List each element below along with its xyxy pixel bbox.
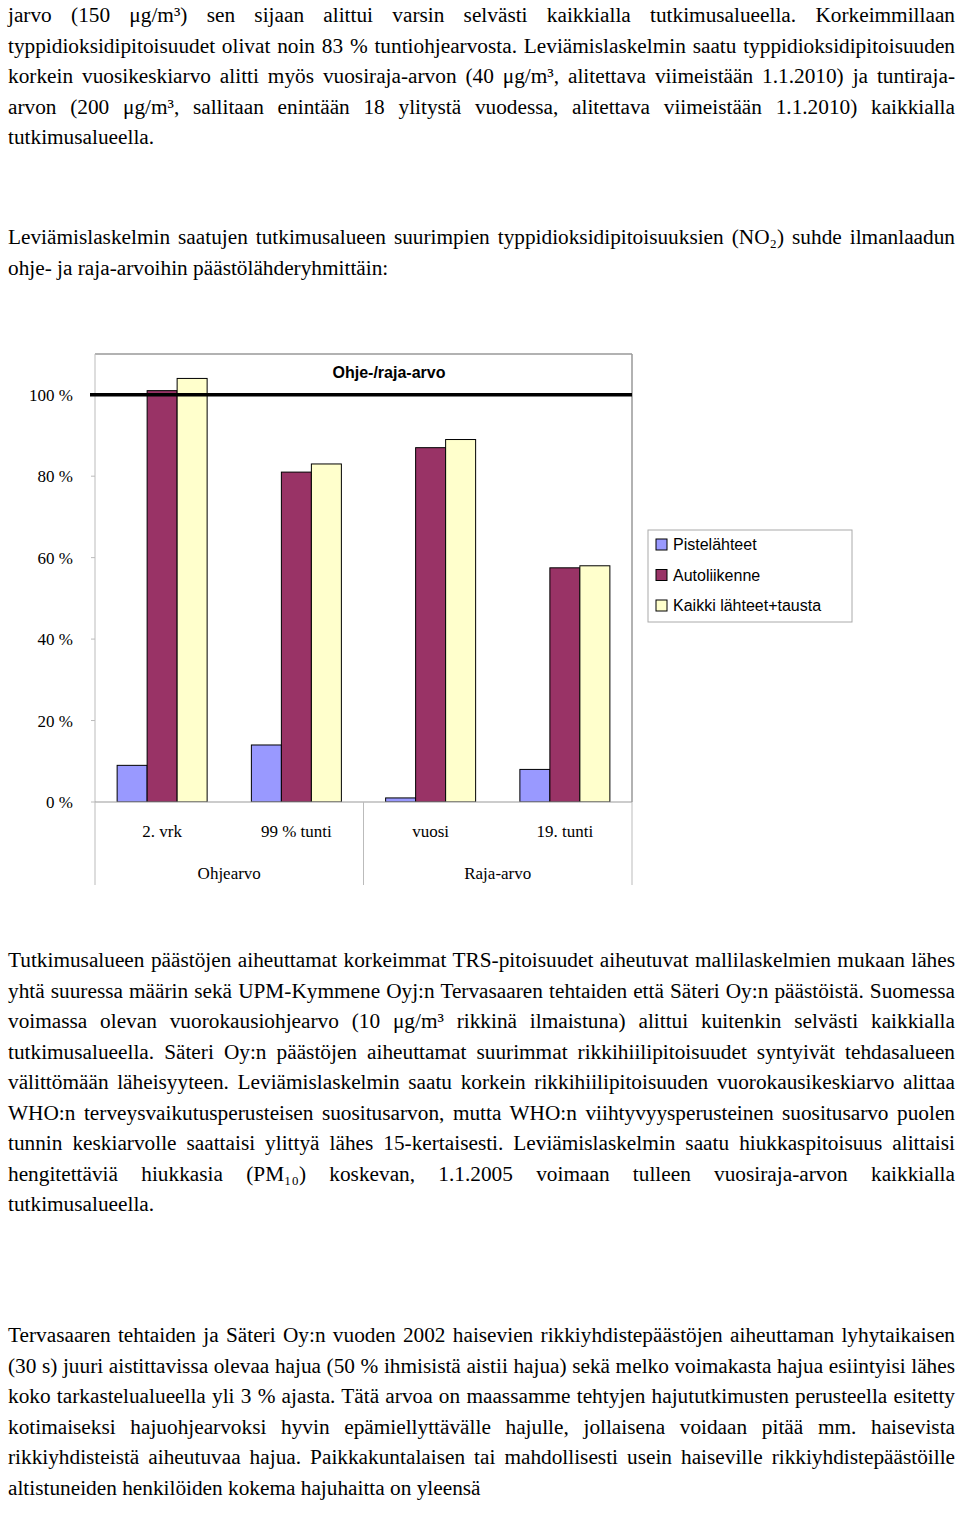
paragraph: Tervasaaren tehtaiden ja Säteri Oy:n vuo… [8,1320,955,1503]
legend-label: Kaikki lähteet+tausta [673,597,821,614]
paragraph: Leviämislaskelmin saatujen tutkimusaluee… [8,222,955,283]
legend-swatch [656,600,667,611]
bar [281,472,311,802]
paragraph: Tutkimusalueen päästöjen aiheuttamat kor… [8,945,955,1220]
bar [311,464,341,802]
group-separator [95,802,96,885]
reference-label: Ohje-/raja-arvo [333,364,446,381]
bar [416,448,446,802]
legend-label: Pistelähteet [673,536,757,553]
group-separator [632,802,633,885]
y-tick-label: 40 % [38,630,73,649]
group-label: Ohjearvo [198,864,261,883]
y-tick [91,802,95,803]
bars [117,378,610,802]
bar [251,745,281,802]
frame-top [95,353,632,355]
category-label: 99 % tunti [261,822,332,841]
y-tick-label: 0 % [46,793,73,812]
legend-box [648,530,852,622]
y-tick-label: 20 % [38,712,73,731]
group-separator [363,802,364,885]
legend-label: Autoliikenne [673,567,760,584]
category-label: 19. tunti [537,822,594,841]
bar [520,769,550,802]
bar [550,568,580,802]
paragraph: jarvo (150 μg/m³) sen sijaan alittui var… [8,0,955,153]
y-tick [91,720,95,721]
y-tick [91,476,95,477]
chart: 0 % 20 % 40 % 60 % 80 % 100 % Ohje-/raja-arvo 2… [0,340,960,900]
group-label: Raja-arvo [464,864,531,883]
bar [117,765,147,802]
bar [580,566,610,802]
y-tick-label: 80 % [38,467,73,486]
legend-swatch [656,539,667,550]
category-label: 2. vrk [142,822,182,841]
y-tick-label: 100 % [29,386,73,405]
category-label: vuosi [412,822,449,841]
y-tick-label: 60 % [38,549,73,568]
y-tick [91,557,95,558]
reference-line [90,393,632,397]
bar [446,440,476,802]
bar [177,378,207,802]
y-tick [91,639,95,640]
bar [386,798,416,802]
legend-swatch [656,570,667,581]
bar [147,391,177,802]
legend: Pistelähteet Autoliikenne Kaikki lähteet+t… [648,530,852,622]
frame-right [631,354,633,802]
y-axis-line [95,354,96,802]
